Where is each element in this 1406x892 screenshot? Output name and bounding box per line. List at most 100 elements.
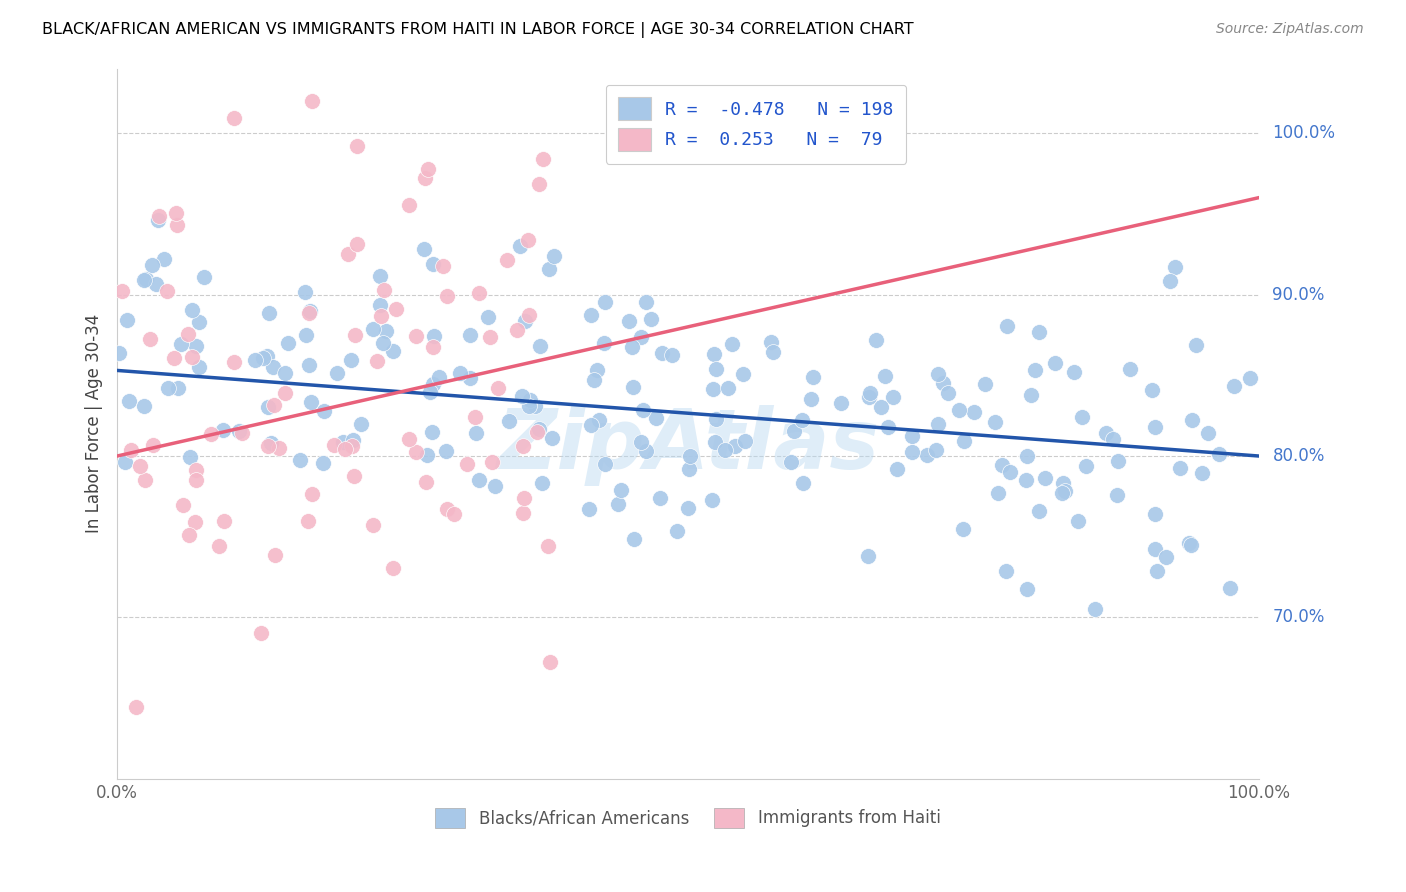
Point xyxy=(516,233,538,247)
Point xyxy=(873,368,896,383)
Point xyxy=(125,700,148,714)
Point xyxy=(420,425,443,439)
Point xyxy=(337,246,360,260)
Point xyxy=(631,402,654,417)
Point xyxy=(299,394,322,409)
Point xyxy=(288,453,311,467)
Point xyxy=(1143,420,1166,434)
Point xyxy=(468,286,491,301)
Point xyxy=(277,335,299,350)
Point xyxy=(987,486,1010,500)
Point xyxy=(374,324,396,338)
Point xyxy=(373,283,395,297)
Point xyxy=(630,435,652,450)
Point xyxy=(449,367,471,381)
Point xyxy=(166,218,188,232)
Point xyxy=(1208,447,1230,461)
Point xyxy=(733,367,755,381)
Point xyxy=(257,306,280,320)
Point xyxy=(870,401,893,415)
Point xyxy=(478,330,501,344)
Point xyxy=(1024,362,1046,376)
Point xyxy=(184,515,207,529)
Point xyxy=(481,455,503,469)
Point xyxy=(513,491,536,505)
Point xyxy=(932,376,955,391)
Point xyxy=(1052,485,1074,500)
Point xyxy=(181,351,204,365)
Point xyxy=(297,514,319,528)
Point xyxy=(538,261,561,276)
Point xyxy=(385,301,408,316)
Point xyxy=(145,277,167,291)
Point xyxy=(579,418,602,433)
Point xyxy=(1043,356,1066,370)
Point xyxy=(436,289,458,303)
Point xyxy=(1102,432,1125,446)
Point xyxy=(1028,325,1050,339)
Point xyxy=(188,315,211,329)
Point xyxy=(1095,425,1118,440)
Point xyxy=(111,285,134,299)
Point xyxy=(1033,471,1056,485)
Point xyxy=(120,442,142,457)
Point xyxy=(344,328,367,343)
Point xyxy=(432,259,454,273)
Point xyxy=(859,385,882,400)
Point xyxy=(458,327,481,342)
Point xyxy=(405,445,427,459)
Point xyxy=(314,404,336,418)
Point xyxy=(166,381,188,395)
Point xyxy=(468,473,491,487)
Point xyxy=(427,370,450,384)
Point xyxy=(1164,260,1187,274)
Point xyxy=(361,322,384,336)
Point xyxy=(267,441,290,455)
Point xyxy=(901,444,924,458)
Text: BLACK/AFRICAN AMERICAN VS IMMIGRANTS FROM HAITI IN LABOR FORCE | AGE 30-34 CORRE: BLACK/AFRICAN AMERICAN VS IMMIGRANTS FRO… xyxy=(42,22,914,38)
Point xyxy=(1239,371,1261,385)
Point xyxy=(443,508,465,522)
Point xyxy=(1154,549,1177,564)
Point xyxy=(1191,467,1213,481)
Point xyxy=(458,371,481,385)
Point xyxy=(295,328,318,343)
Point xyxy=(108,346,131,360)
Point xyxy=(132,273,155,287)
Point xyxy=(187,359,209,374)
Point xyxy=(211,423,233,437)
Point xyxy=(938,385,960,400)
Point xyxy=(1168,461,1191,475)
Point xyxy=(222,354,245,368)
Point xyxy=(724,439,747,453)
Point xyxy=(486,381,509,395)
Point xyxy=(274,385,297,400)
Point xyxy=(953,434,976,448)
Point xyxy=(412,242,434,256)
Point xyxy=(177,527,200,541)
Point xyxy=(621,340,644,354)
Point xyxy=(250,626,273,640)
Point xyxy=(484,479,506,493)
Point xyxy=(193,269,215,284)
Point xyxy=(382,344,405,359)
Point xyxy=(527,422,550,436)
Point xyxy=(1015,449,1038,463)
Point xyxy=(186,473,208,487)
Point xyxy=(512,439,534,453)
Point xyxy=(436,502,458,516)
Point xyxy=(714,443,737,458)
Point xyxy=(1071,410,1094,425)
Point xyxy=(257,401,280,415)
Point xyxy=(163,351,186,365)
Point xyxy=(186,463,208,477)
Point xyxy=(927,417,949,432)
Point xyxy=(274,366,297,380)
Point xyxy=(505,324,527,338)
Point xyxy=(464,425,486,440)
Point xyxy=(543,249,565,263)
Point xyxy=(948,403,970,417)
Point xyxy=(1146,564,1168,578)
Point xyxy=(208,539,231,553)
Point xyxy=(371,335,394,350)
